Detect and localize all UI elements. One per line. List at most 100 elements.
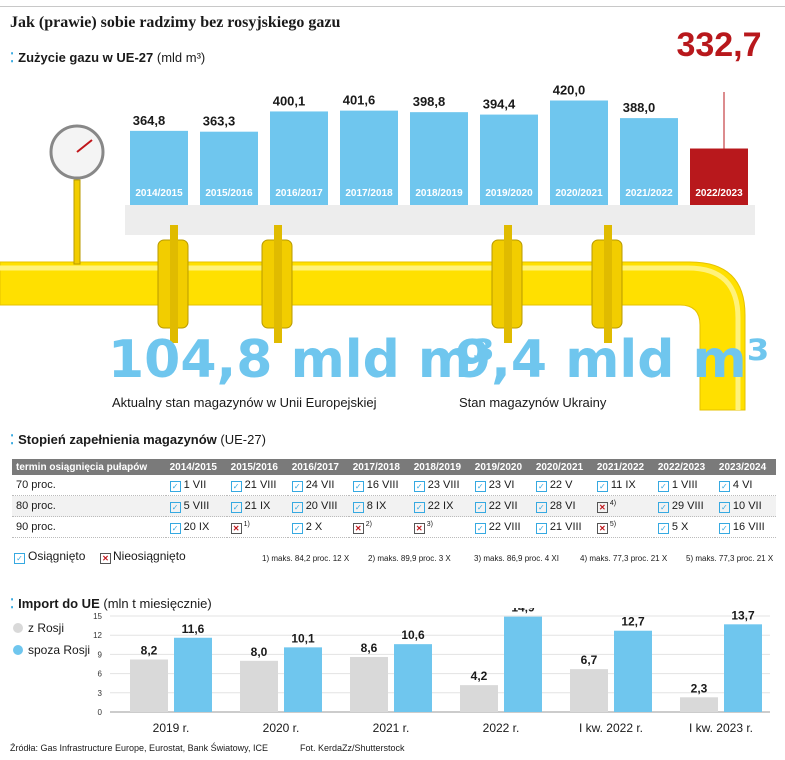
usage-bar: [410, 112, 468, 205]
fill-date: 22 VII: [488, 500, 518, 512]
import-bar: [284, 647, 322, 712]
check-icon: ✓: [657, 502, 669, 513]
fill-cell: ✓ 23 VI: [470, 475, 532, 496]
check-icon: ✓: [230, 481, 242, 492]
footnote-ref: 2): [365, 520, 372, 528]
usage-bar: [340, 110, 398, 205]
legend-achieved-label: Osiągnięto: [28, 549, 86, 563]
fill-header-year: 2021/2022: [592, 459, 654, 475]
fill-section-label: Stopień zapełnienia magazynów: [18, 432, 217, 447]
import-bar: [614, 630, 652, 712]
import-bar: [724, 624, 762, 712]
fill-cell: ✕2): [348, 516, 410, 538]
fill-cell: ✓ 10 VII: [714, 495, 776, 517]
fill-cell: ✓ 16 VIII: [714, 516, 776, 538]
usage-category-label: 2021/2022: [625, 188, 673, 199]
check-icon: ✓: [474, 523, 486, 534]
section-marker-icon: ⁚: [10, 596, 15, 611]
usage-category-label: 2022/2023: [695, 188, 743, 199]
fill-header-year: 2017/2018: [348, 459, 410, 475]
usage-value-label: 401,6: [343, 93, 376, 108]
check-icon: ✓: [230, 502, 242, 513]
y-tick-label: 15: [93, 612, 102, 621]
fill-section-unit: (UE-27): [220, 432, 266, 447]
y-tick-label: 6: [98, 670, 103, 679]
eu-storage-caption: Aktualny stan magazynów w Unii Europejsk…: [112, 395, 377, 410]
fill-cell: ✓ 22 V: [531, 475, 593, 496]
usage-value-label: 394,4: [483, 97, 516, 112]
check-icon: ✓: [413, 502, 425, 513]
fill-date: 23 VI: [488, 479, 515, 491]
import-bar: [570, 669, 608, 712]
fill-cell: ✓ 20 IX: [165, 516, 227, 538]
usage-value-label: 364,8: [133, 113, 166, 128]
fill-cell: ✕4): [592, 495, 654, 517]
legend-swatch: [13, 623, 23, 633]
footnote-ref: 1): [243, 520, 250, 528]
fill-cell: ✕5): [592, 516, 654, 538]
fill-header-year: 2019/2020: [470, 459, 532, 475]
import-value-label: 4,2: [471, 669, 488, 683]
check-icon: ✓: [169, 523, 181, 534]
fill-date: 22 IX: [427, 500, 454, 512]
pipe-flange-2: [261, 225, 293, 343]
check-icon: ✓: [474, 502, 486, 513]
usage-value-label: 363,3: [203, 114, 236, 129]
legend-label: spoza Rosji: [28, 643, 90, 657]
import-bar: [460, 685, 498, 712]
import-value-label: 10,6: [401, 628, 425, 642]
usage-bar: [620, 118, 678, 205]
fill-header-year: 2020/2021: [531, 459, 593, 475]
usage-category-label: 2016/2017: [275, 188, 323, 199]
gauge-stem: [73, 179, 81, 265]
bar-backdrop: [125, 205, 755, 235]
usage-value-label: 388,0: [623, 100, 656, 115]
usage-value-label: 420,0: [553, 83, 586, 98]
cross-icon: ✕: [352, 523, 364, 535]
fill-cell: ✕1): [226, 516, 288, 538]
check-icon: ✓: [352, 481, 364, 492]
fill-cell: ✓ 1 VIII: [653, 475, 715, 496]
check-icon: ✓: [657, 523, 669, 534]
import-value-label: 6,7: [581, 653, 598, 667]
fill-header-year: 2018/2019: [409, 459, 471, 475]
usage-category-label: 2020/2021: [555, 188, 603, 199]
pipe-flange-4: [591, 225, 623, 343]
import-value-label: 8,0: [251, 645, 268, 659]
fill-header-year: 2023/2024: [714, 459, 776, 475]
fill-date: 5 VIII: [183, 500, 210, 512]
fill-cell: ✓ 22 VIII: [470, 516, 532, 538]
fill-cell: ✓ 8 IX: [348, 495, 410, 517]
import-value-label: 12,7: [621, 615, 645, 629]
gas-usage-chart: 2014/2015 364,8 2015/2016 363,3 2016/2017 400…: [0, 26, 762, 411]
import-value-label: 14,9: [511, 608, 535, 615]
check-icon: ✓: [718, 502, 730, 513]
fill-date: 5 X: [671, 521, 689, 533]
legend-swatch: [13, 645, 23, 655]
fill-cell: ✓ 16 VIII: [348, 475, 410, 496]
fill-date: 20 IX: [183, 521, 210, 533]
usage-bar: [550, 100, 608, 205]
fill-table-row: 80 proc. ✓ 5 VIII ✓ 21 IX ✓ 20 VIII ✓ 8 IX ✓ 22 IX…: [12, 495, 776, 517]
import-chart: z Rosji spoza Rosji 0 3 6 9 12 15 8,2 11,6 2019 r.…: [13, 608, 770, 735]
legend-not-achieved-label: Nieosiągnięto: [113, 549, 186, 563]
usage-section-label: Zużycie gazu w UE-27: [18, 50, 154, 65]
check-icon: ✓: [535, 481, 547, 492]
check-icon: ✓: [291, 502, 303, 513]
import-value-label: 8,2: [141, 644, 158, 658]
fill-date: 24 VII: [305, 479, 335, 491]
fill-table-header: termin osiągnięcia pułapów 2014/2015 2015/…: [12, 459, 776, 475]
import-section-title: ⁚ Import do UE (mln t miesięcznie): [10, 596, 212, 612]
fill-cell: ✓ 11 IX: [592, 475, 654, 496]
fill-date: 2 X: [305, 521, 323, 533]
import-value-label: 10,1: [291, 631, 315, 645]
usage-bar: [480, 114, 538, 205]
fill-date: 10 VII: [732, 500, 762, 512]
top-rule: [0, 6, 785, 7]
fill-cell: ✓ 22 IX: [409, 495, 471, 517]
photo-credit: Fot. KerdaZz/Shutterstock: [300, 743, 405, 753]
fill-row-label: 80 proc.: [12, 495, 166, 517]
y-tick-label: 12: [93, 631, 102, 640]
fill-cell: ✓ 2 X: [287, 516, 349, 538]
import-bar: [394, 644, 432, 712]
